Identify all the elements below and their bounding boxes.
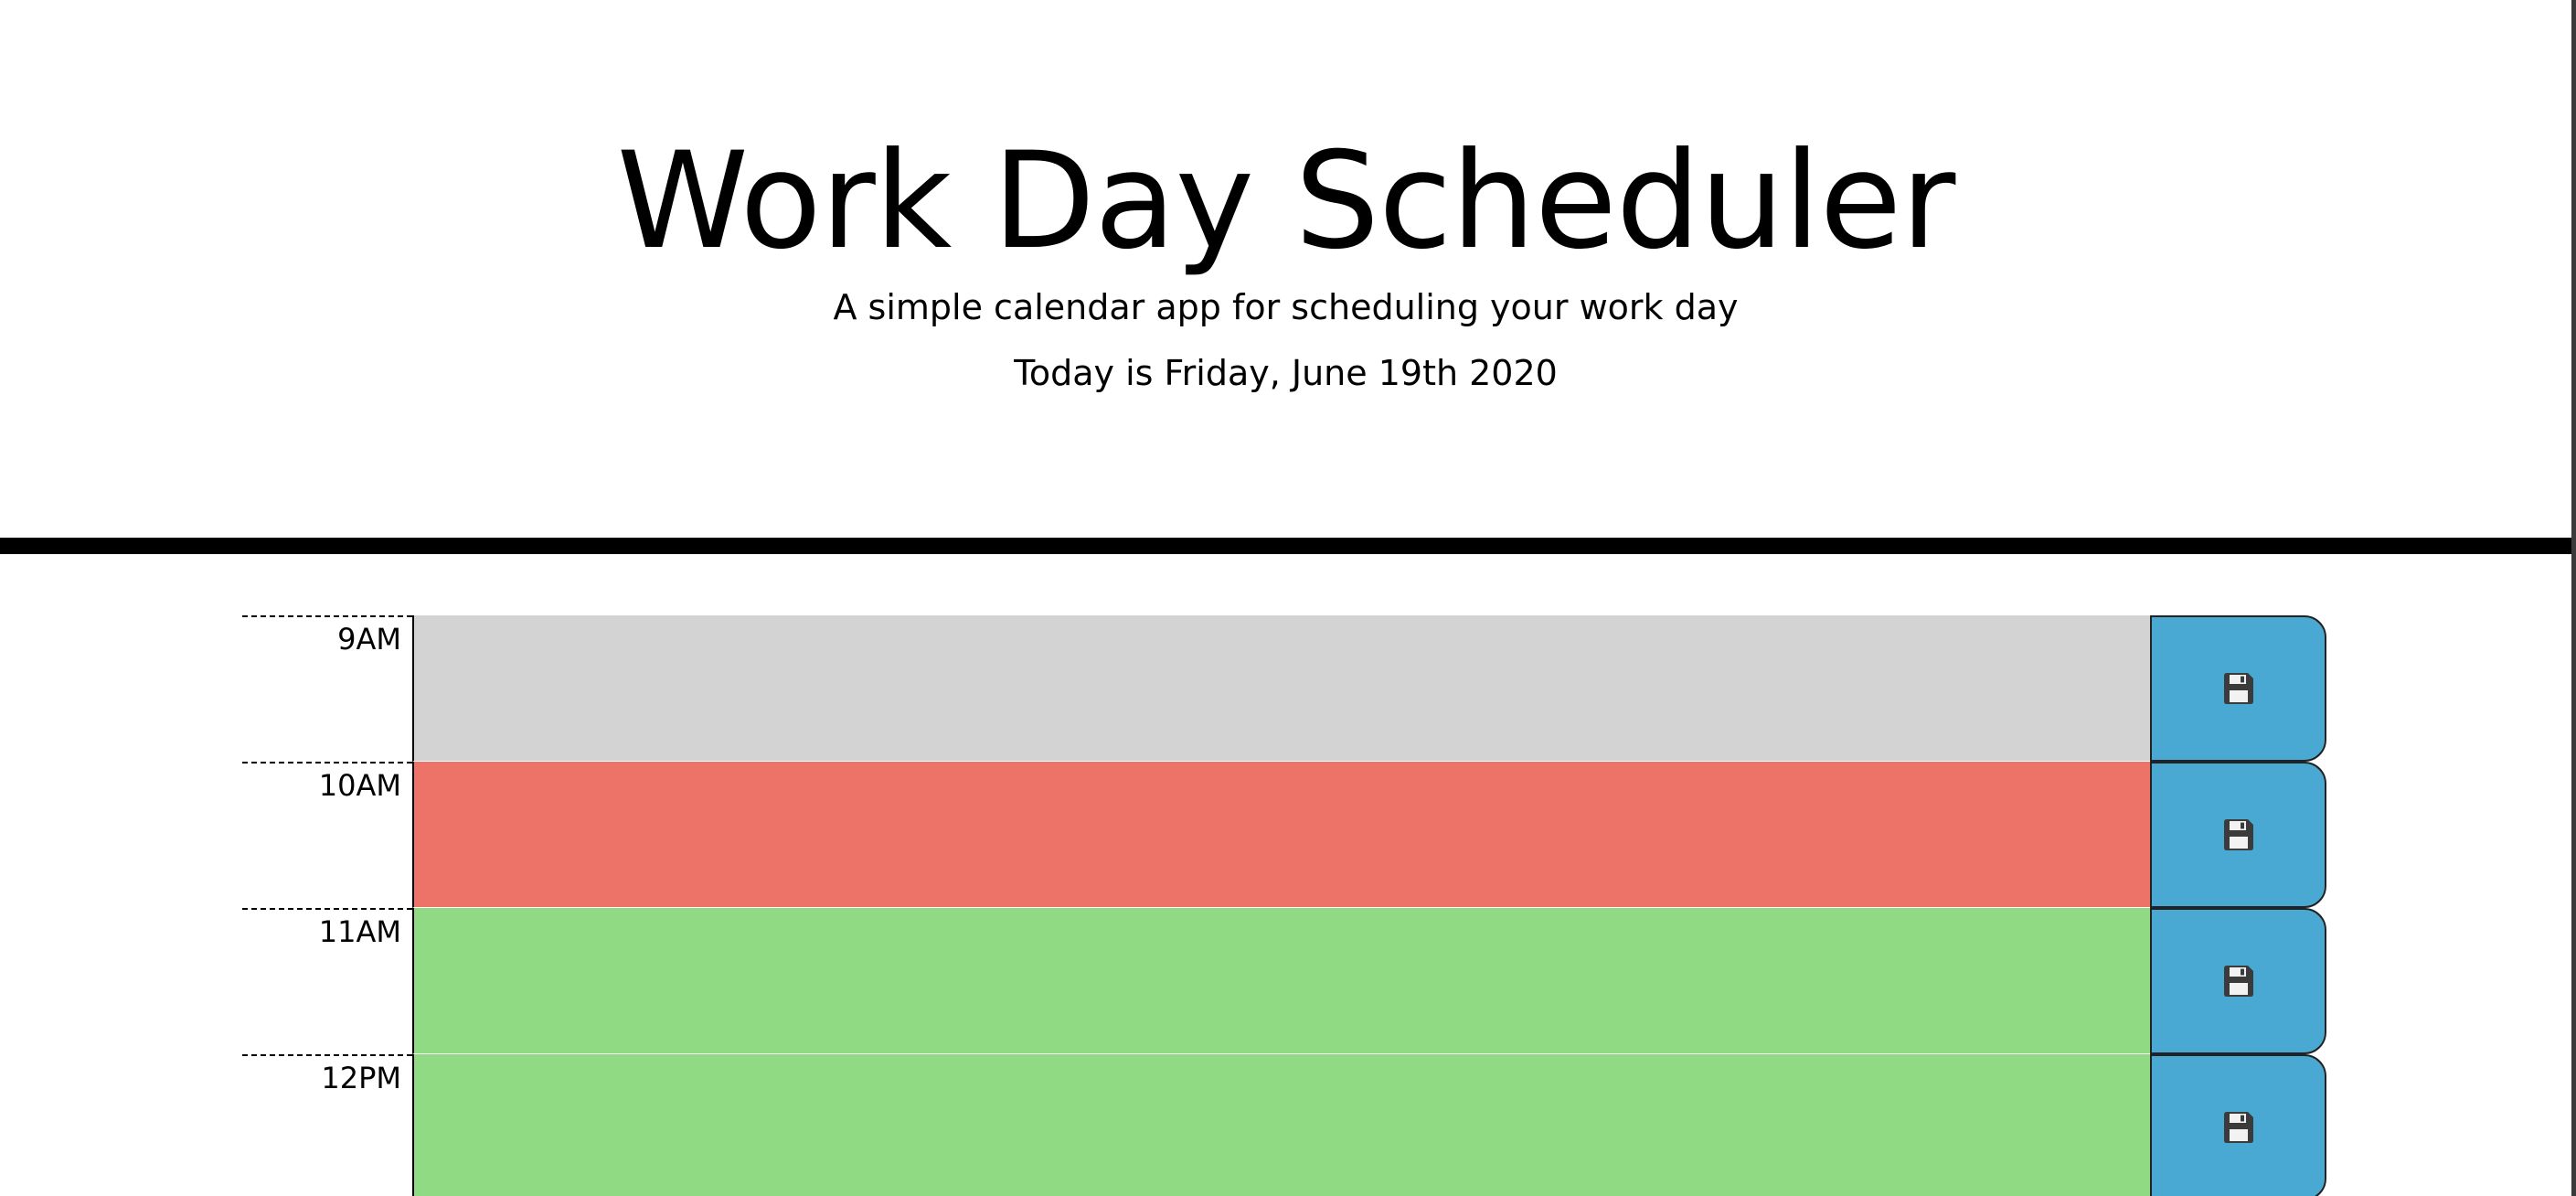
time-block: 12PM	[242, 1054, 2326, 1196]
save-button[interactable]	[2150, 1054, 2326, 1196]
event-description-input[interactable]	[412, 908, 2152, 1054]
hour-label: 12PM	[321, 1061, 401, 1095]
time-block: 9AM	[242, 615, 2326, 762]
hour-cell: 11AM	[242, 908, 412, 1054]
hour-cell: 10AM	[242, 762, 412, 908]
floppy-disk-icon	[2223, 673, 2253, 704]
save-button[interactable]	[2150, 615, 2326, 762]
time-block: 11AM	[242, 908, 2326, 1054]
hour-label: 10AM	[318, 768, 401, 803]
window-edge	[2571, 0, 2576, 1196]
event-description-input[interactable]	[412, 615, 2152, 762]
floppy-disk-icon	[2223, 1112, 2253, 1143]
floppy-disk-icon	[2223, 966, 2253, 997]
page-title: Work Day Scheduler	[616, 123, 1956, 279]
event-description-input[interactable]	[412, 1054, 2152, 1196]
hour-cell: 12PM	[242, 1054, 412, 1196]
current-day: Today is Friday, June 19th 2020	[1014, 353, 1558, 393]
hour-cell: 9AM	[242, 615, 412, 762]
save-button[interactable]	[2150, 762, 2326, 908]
header: Work Day Scheduler A simple calendar app…	[0, 0, 2571, 554]
event-description-input[interactable]	[412, 762, 2152, 908]
floppy-disk-icon	[2223, 819, 2253, 850]
page-subtitle: A simple calendar app for scheduling you…	[833, 287, 1739, 327]
hour-label: 9AM	[337, 622, 401, 657]
hour-label: 11AM	[318, 914, 401, 949]
time-block-list: 9AM 10AM	[242, 615, 2326, 1196]
time-block: 10AM	[242, 762, 2326, 908]
save-button[interactable]	[2150, 908, 2326, 1054]
